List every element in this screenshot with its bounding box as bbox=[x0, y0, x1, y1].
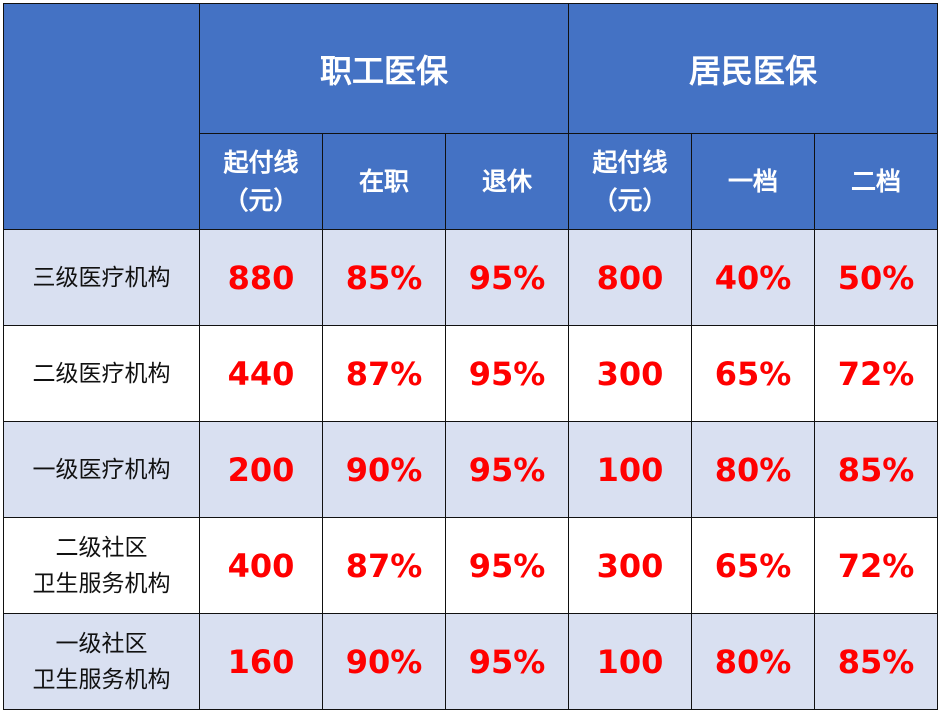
row-label-line: 二级社区 bbox=[55, 534, 148, 561]
value-cell: 95% bbox=[445, 229, 569, 326]
row-label: 二级医疗机构 bbox=[3, 325, 200, 422]
value-cell: 50% bbox=[814, 229, 938, 326]
row-label: 三级医疗机构 bbox=[3, 229, 200, 326]
value-cell: 40% bbox=[691, 229, 815, 326]
column-header: 起付线 （元） bbox=[568, 133, 692, 230]
group-header-resident: 居民医保 bbox=[568, 3, 938, 134]
value-cell: 80% bbox=[691, 613, 815, 710]
column-header-line: （元） bbox=[223, 185, 299, 215]
value-cell: 300 bbox=[568, 325, 692, 422]
row-label: 二级社区卫生服务机构 bbox=[3, 517, 200, 614]
value-cell: 100 bbox=[568, 421, 692, 518]
value-cell: 160 bbox=[199, 613, 323, 710]
value-cell: 72% bbox=[814, 517, 938, 614]
column-header-line: 起付线 bbox=[592, 147, 668, 177]
value-cell: 87% bbox=[322, 517, 446, 614]
value-cell: 800 bbox=[568, 229, 692, 326]
value-cell: 90% bbox=[322, 613, 446, 710]
value-cell: 95% bbox=[445, 517, 569, 614]
value-cell: 880 bbox=[199, 229, 323, 326]
row-label-line: 卫生服务机构 bbox=[32, 570, 171, 597]
value-cell: 72% bbox=[814, 325, 938, 422]
value-cell: 85% bbox=[814, 421, 938, 518]
value-cell: 100 bbox=[568, 613, 692, 710]
column-header-line: 起付线 bbox=[223, 147, 299, 177]
row-label-line: 一级医疗机构 bbox=[32, 456, 171, 483]
value-cell: 65% bbox=[691, 325, 815, 422]
group-header-employee: 职工医保 bbox=[199, 3, 569, 134]
column-header: 在职 bbox=[322, 133, 446, 230]
value-cell: 65% bbox=[691, 517, 815, 614]
value-cell: 200 bbox=[199, 421, 323, 518]
column-header: 二档 bbox=[814, 133, 938, 230]
row-label-line: 二级医疗机构 bbox=[32, 360, 171, 387]
table-row: 一级社区 卫生服务机构 160 90% 95% 100 80% 85% bbox=[3, 613, 938, 710]
value-cell: 85% bbox=[322, 229, 446, 326]
value-cell: 300 bbox=[568, 517, 692, 614]
column-header-line: 一档 bbox=[727, 166, 778, 196]
value-cell: 440 bbox=[199, 325, 323, 422]
row-label-line: 三级医疗机构 bbox=[32, 264, 171, 291]
row-label-line: 一级社区 bbox=[55, 630, 148, 657]
column-header: 退休 bbox=[445, 133, 569, 230]
value-cell: 95% bbox=[445, 421, 569, 518]
corner-cell bbox=[3, 3, 200, 230]
column-header: 起付线 （元） bbox=[199, 133, 323, 230]
column-header-line: 二档 bbox=[850, 166, 901, 196]
row-label: 一级医疗机构 bbox=[3, 421, 200, 518]
column-header-line: （元） bbox=[592, 185, 668, 215]
value-cell: 400 bbox=[199, 517, 323, 614]
value-cell: 85% bbox=[814, 613, 938, 710]
value-cell: 90% bbox=[322, 421, 446, 518]
column-header-line: 退休 bbox=[481, 166, 532, 196]
value-cell: 95% bbox=[445, 325, 569, 422]
column-header-line: 在职 bbox=[358, 166, 409, 196]
row-label: 一级社区卫生服务机构 bbox=[3, 613, 200, 710]
column-header: 一档 bbox=[691, 133, 815, 230]
table-row: 二级医疗机构 440 87% 95% 300 65% 72% bbox=[3, 325, 938, 422]
value-cell: 87% bbox=[322, 325, 446, 422]
insurance-table: 职工医保 居民医保 起付线 （元） 在职 退休 起付线 （元） 一档 二档 三级医疗机构 880… bbox=[3, 3, 938, 710]
row-label-line: 卫生服务机构 bbox=[32, 666, 171, 693]
table-row: 三级医疗机构 880 85% 95% 800 40% 50% bbox=[3, 229, 938, 326]
value-cell: 80% bbox=[691, 421, 815, 518]
table-row: 一级医疗机构 200 90% 95% 100 80% 85% bbox=[3, 421, 938, 518]
value-cell: 95% bbox=[445, 613, 569, 710]
table-row: 二级社区 卫生服务机构 400 87% 95% 300 65% 72% bbox=[3, 517, 938, 614]
